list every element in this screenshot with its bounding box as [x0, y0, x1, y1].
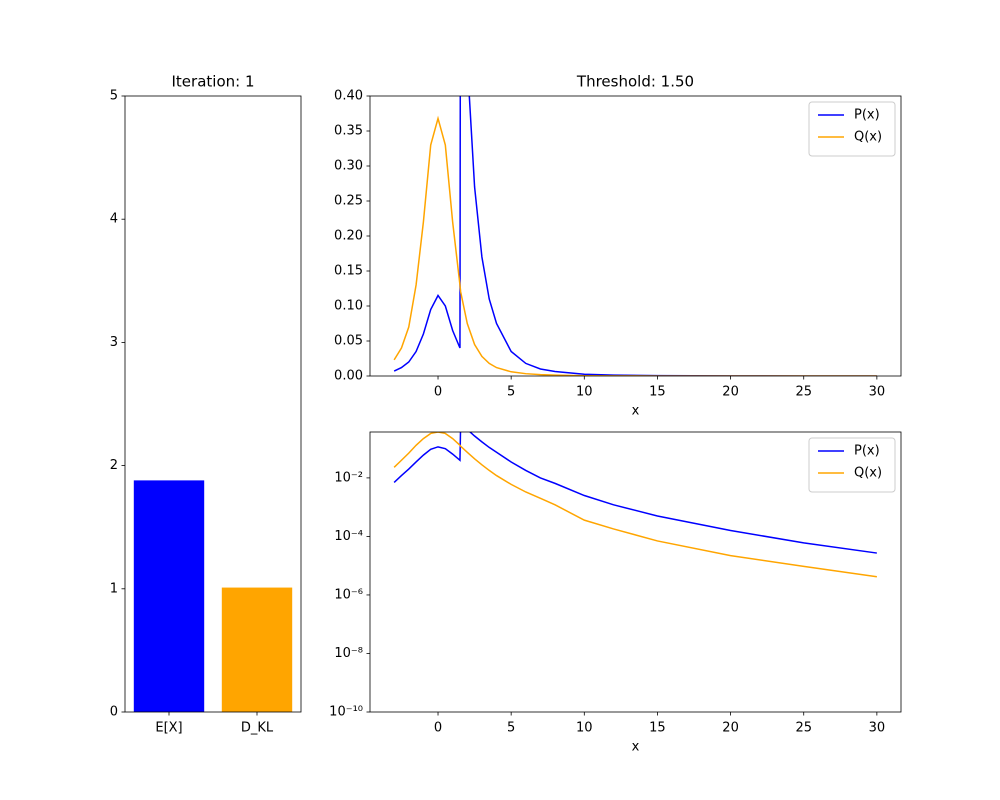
legend-label: P(x) — [854, 444, 880, 459]
x-tick-label: 10 — [576, 385, 593, 400]
x-tick-label: 20 — [722, 385, 739, 400]
y-tick-label: 10⁻⁴ — [334, 529, 363, 544]
y-tick-label: 1 — [110, 581, 118, 596]
x-axis-label: x — [632, 740, 640, 755]
y-tick-label: 4 — [110, 212, 118, 227]
x-tick-label: 15 — [649, 385, 666, 400]
x-tick-label: 0 — [434, 385, 442, 400]
legend-box — [808, 437, 896, 493]
y-tick-label: 10⁻¹⁰ — [329, 705, 363, 720]
y-tick-label: 0.40 — [334, 89, 363, 104]
axes-frame — [124, 95, 302, 713]
axes-frame — [369, 95, 902, 377]
bar — [221, 587, 293, 712]
bar — [133, 480, 205, 712]
x-tick-label: E[X] — [155, 721, 182, 736]
legend-box — [808, 101, 896, 157]
y-tick-label: 0.05 — [334, 334, 363, 349]
series-line — [393, 96, 877, 376]
x-tick-label: 5 — [507, 385, 515, 400]
legend-label: Q(x) — [854, 130, 882, 145]
axes-frame — [369, 431, 902, 713]
x-tick-label: 15 — [649, 721, 666, 736]
y-tick-label: 2 — [110, 458, 118, 473]
x-axis-label: x — [632, 404, 640, 419]
y-tick-label: 0.20 — [334, 229, 363, 244]
y-tick-label: 0.25 — [334, 194, 363, 209]
series-line — [393, 432, 877, 578]
y-tick-label: 0.10 — [334, 299, 363, 314]
y-tick-label: 10⁻² — [334, 470, 363, 485]
x-tick-label: 30 — [869, 385, 886, 400]
chart-title: Threshold: 1.50 — [576, 73, 694, 91]
x-tick-label: 0 — [434, 721, 442, 736]
chart-title: Iteration: 1 — [172, 73, 255, 91]
x-tick-label: 20 — [722, 721, 739, 736]
y-tick-label: 0.00 — [334, 369, 363, 384]
y-tick-label: 5 — [110, 89, 118, 104]
x-tick-label: 25 — [795, 721, 812, 736]
legend-label: Q(x) — [854, 466, 882, 481]
y-tick-label: 0.35 — [334, 124, 363, 139]
x-tick-label: 5 — [507, 721, 515, 736]
series-line — [393, 432, 877, 554]
legend-label: P(x) — [854, 108, 880, 123]
y-tick-label: 10⁻⁶ — [334, 587, 363, 602]
x-tick-label: D_KL — [241, 721, 274, 736]
y-tick-label: 0.15 — [334, 264, 363, 279]
x-tick-label: 10 — [576, 721, 593, 736]
y-tick-label: 0.30 — [334, 159, 363, 174]
y-tick-label: 0 — [110, 705, 118, 720]
y-tick-label: 10⁻⁸ — [334, 646, 363, 661]
y-tick-label: 3 — [110, 335, 118, 350]
x-tick-label: 25 — [795, 385, 812, 400]
x-tick-label: 30 — [869, 721, 886, 736]
